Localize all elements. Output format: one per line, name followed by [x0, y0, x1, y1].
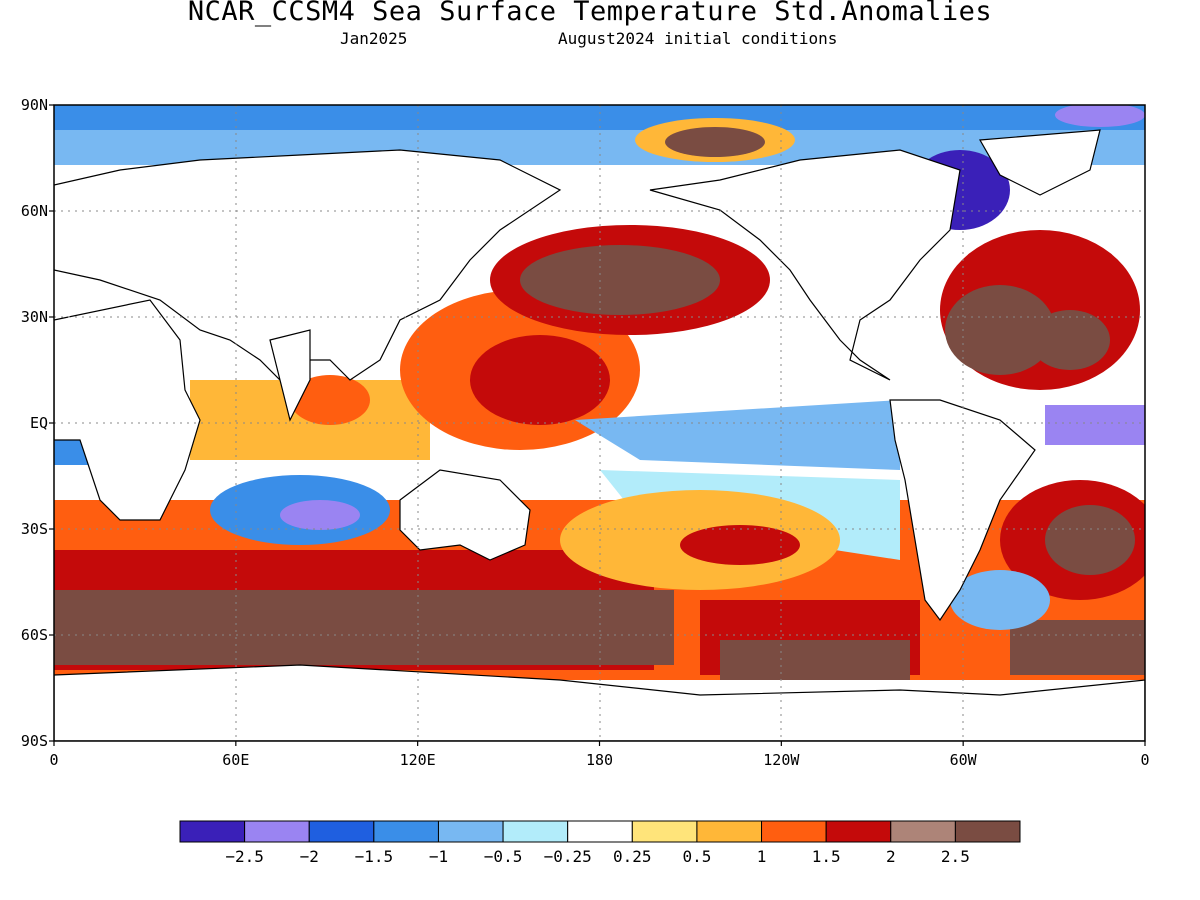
colorbar-swatch	[373, 820, 439, 843]
colorbar: −2.5 −2 −1.5 −1 −0.5 −0.25 0.25 0.5 1 1.5 2 2.5	[179, 820, 1021, 866]
lon-tick-label: 60W	[950, 751, 978, 769]
colorbar-swatch	[825, 820, 892, 843]
colorbar-label: 2	[886, 847, 896, 866]
latitude-axis: 90N 60N 30N EQ 30S 60S 90S	[21, 96, 54, 750]
lon-tick-label: 0	[49, 751, 58, 769]
lon-tick-label: 60E	[222, 751, 249, 769]
colorbar-swatch	[244, 820, 310, 843]
lat-tick-label: 60N	[21, 202, 48, 220]
colorbar-swatch	[437, 820, 504, 843]
graticule	[54, 105, 1145, 741]
chart-title: NCAR_CCSM4 Sea Surface Temperature Std.A…	[187, 0, 993, 27]
continent-outlines	[54, 129, 1145, 741]
lon-tick-label: 120W	[763, 751, 800, 769]
colorbar-swatch	[890, 820, 956, 843]
colorbar-label: −0.5	[484, 847, 523, 866]
colorbar-label: −2	[300, 847, 319, 866]
longitude-axis: 0 60E 120E 180 120W 60W 0	[49, 741, 1150, 769]
colorbar-swatch	[179, 820, 246, 843]
lat-tick-label: 90N	[21, 96, 48, 114]
colorbar-label: −2.5	[225, 847, 264, 866]
lat-tick-label: EQ	[30, 414, 48, 432]
anomaly-field	[54, 105, 1145, 741]
colorbar-swatch	[761, 820, 827, 843]
initial-conditions: August2024 initial conditions	[558, 29, 838, 48]
colorbar-label: −1.5	[355, 847, 394, 866]
colorbar-label: −0.25	[544, 847, 592, 866]
lon-tick-label: 0	[1140, 751, 1149, 769]
lat-tick-label: 90S	[21, 732, 48, 750]
colorbar-swatch	[308, 820, 375, 843]
colorbar-swatch	[696, 820, 763, 843]
colorbar-label: 0.5	[682, 847, 711, 866]
colorbar-label: 0.25	[613, 847, 652, 866]
forecast-month: Jan2025	[340, 29, 408, 48]
colorbar-swatch	[567, 820, 633, 843]
lon-tick-label: 120E	[400, 751, 436, 769]
colorbar-swatch	[631, 820, 698, 843]
colorbar-label: −1	[429, 847, 448, 866]
lat-tick-label: 30S	[21, 520, 48, 538]
lon-tick-label: 180	[586, 751, 613, 769]
lat-tick-label: 60S	[21, 626, 48, 644]
colorbar-swatch	[954, 820, 1021, 843]
lat-tick-label: 30N	[21, 308, 48, 326]
colorbar-label: 1.5	[812, 847, 841, 866]
colorbar-swatch	[502, 820, 569, 843]
colorbar-label: 2.5	[941, 847, 970, 866]
colorbar-label: 1	[757, 847, 767, 866]
